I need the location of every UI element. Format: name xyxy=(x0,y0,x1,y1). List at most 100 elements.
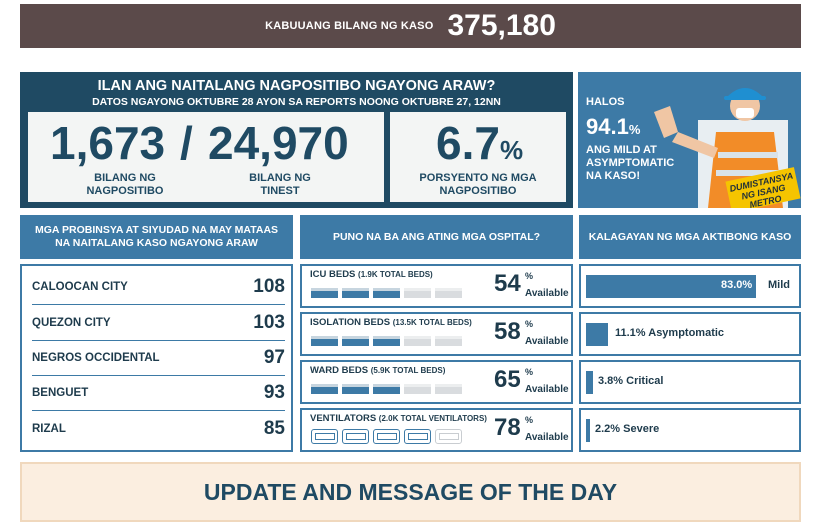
provinces-header: MGA PROBINSYA AT SIYUDAD NA MAY MATAAS N… xyxy=(20,215,293,259)
hospital-label: WARD BEDS (5.9K TOTAL BEDS) xyxy=(310,365,445,376)
tested-label-line2: TINEST xyxy=(260,185,300,197)
total-cases-label: KABUUANG BILANG NG KASO xyxy=(265,20,434,32)
hospital-card-ventilators: VENTILATORS (2.0K TOTAL VENTILATORS) 78 … xyxy=(300,408,573,452)
hospital-percent-sign: % xyxy=(525,319,534,329)
status-text: 11.1% Asymptomatic xyxy=(615,327,724,339)
positivity-rate-label: PORSYENTO NG MGA NAGPOSITIBO xyxy=(408,172,548,198)
provinces-list: CALOOCAN CITY 108 QUEZON CITY 103 NEGROS… xyxy=(20,264,293,452)
tested-label: BILANG NG TINEST xyxy=(240,172,320,198)
list-item: NEGROS OCCIDENTAL 97 xyxy=(32,341,285,376)
status-fill-bar xyxy=(586,419,590,442)
bed-icon xyxy=(342,288,369,298)
today-title: ILAN ANG NAITALANG NAGPOSITIBO NGAYONG A… xyxy=(97,78,496,94)
status-percent: 83.0% xyxy=(721,279,753,291)
status-fill-bar xyxy=(586,323,608,346)
hospital-percent-sign: % xyxy=(525,271,534,281)
bed-icon xyxy=(342,384,369,394)
hospital-available-label: Available xyxy=(525,288,569,299)
positivity-rate-box: 6.7% PORSYENTO NG MGA NAGPOSITIBO xyxy=(390,112,566,202)
hospital-label-sub: (13.5K TOTAL BEDS) xyxy=(392,318,472,327)
bed-icon xyxy=(373,384,400,394)
hospital-label-main: VENTILATORS xyxy=(310,413,377,424)
ventilator-icon xyxy=(342,429,369,444)
bed-icon xyxy=(373,288,400,298)
bed-icon xyxy=(311,384,338,394)
mild-cases-promo: HALOS 94.1% ANG MILD AT ASYMPTOMATIC NA … xyxy=(578,72,801,208)
positives-label-line2: NAGPOSITIBO xyxy=(86,185,164,197)
province-value: 103 xyxy=(253,312,285,333)
province-name: NEGROS OCCIDENTAL xyxy=(32,352,160,364)
list-item: BENGUET 93 xyxy=(32,376,285,411)
status-label: Asymptomatic xyxy=(648,327,725,339)
hospital-label-main: ICU BEDS xyxy=(310,269,356,280)
rate-label-line1: PORSYENTO NG MGA xyxy=(419,172,537,184)
status-text: 2.2% Severe xyxy=(595,423,659,435)
bed-icon xyxy=(342,336,369,346)
promo-halos: HALOS xyxy=(586,96,625,108)
province-value: 93 xyxy=(263,382,285,403)
hospital-label: ISOLATION BEDS (13.5K TOTAL BEDS) xyxy=(310,317,472,328)
case-status-asymptomatic: 11.1% Asymptomatic xyxy=(579,312,801,356)
province-name: QUEZON CITY xyxy=(32,317,111,329)
status-percent: 2.2% xyxy=(595,423,621,435)
bed-icon xyxy=(435,384,462,394)
hospital-label-sub: (1.9K TOTAL BEDS) xyxy=(358,270,433,279)
province-name: BENGUET xyxy=(32,387,89,399)
hospital-available-label: Available xyxy=(525,384,569,395)
message-of-the-day: UPDATE AND MESSAGE OF THE DAY xyxy=(20,462,801,522)
slash-divider: / xyxy=(180,117,193,169)
bed-icon xyxy=(404,288,431,298)
bed-icons xyxy=(311,288,462,298)
province-value: 97 xyxy=(263,347,285,368)
hospital-available-label: Available xyxy=(525,432,569,443)
status-text: 3.8% Critical xyxy=(598,375,663,387)
list-item: RIZAL 85 xyxy=(32,411,285,446)
ventilator-icons xyxy=(311,429,462,444)
case-status-critical: 3.8% Critical xyxy=(579,360,801,404)
hospital-label-main: WARD BEDS xyxy=(310,365,369,376)
hospital-available-label: Available xyxy=(525,336,569,347)
status-label: Mild xyxy=(768,279,790,291)
positives-tested-box: 1,673 / 24,970 BILANG NG NAGPOSITIBO BIL… xyxy=(28,112,384,202)
case-status-severe: 2.2% Severe xyxy=(579,408,801,452)
province-value: 108 xyxy=(253,276,285,297)
hospital-card-ward: WARD BEDS (5.9K TOTAL BEDS) 65 % Availab… xyxy=(300,360,573,404)
promo-percent-sign: % xyxy=(628,122,641,137)
bed-icons xyxy=(311,336,462,346)
case-status-header: KALAGAYAN NG MGA AKTIBONG KASO xyxy=(579,215,801,259)
total-cases-value: 375,180 xyxy=(447,9,556,42)
positives-value: 1,673 xyxy=(50,117,166,169)
hospital-percent: 54 xyxy=(494,270,521,297)
hospital-card-isolation: ISOLATION BEDS (13.5K TOTAL BEDS) 58 % A… xyxy=(300,312,573,356)
positivity-rate-sign: % xyxy=(499,135,524,165)
province-value: 85 xyxy=(263,417,285,439)
status-fill-bar xyxy=(586,371,593,394)
positives-label: BILANG NG NAGPOSITIBO xyxy=(80,172,170,198)
rate-label-line2: NAGPOSITIBO xyxy=(439,185,517,197)
bed-icon xyxy=(311,288,338,298)
status-percent: 11.1% xyxy=(615,327,646,339)
total-cases-banner: KABUUANG BILANG NG KASO 375,180 xyxy=(20,4,801,48)
promo-percent: 94.1% xyxy=(586,114,640,140)
promo-percent-value: 94.1 xyxy=(586,114,629,139)
positivity-rate-value: 6.7 xyxy=(436,117,500,169)
positivity-rate: 6.7% xyxy=(436,116,523,170)
hospital-card-icu: ICU BEDS (1.9K TOTAL BEDS) 54 % Availabl… xyxy=(300,264,573,308)
province-name: CALOOCAN CITY xyxy=(32,281,128,293)
tested-label-line1: BILANG NG xyxy=(249,172,311,184)
province-name: RIZAL xyxy=(32,422,66,435)
hospital-label-main: ISOLATION BEDS xyxy=(310,317,391,328)
list-item: QUEZON CITY 103 xyxy=(32,306,285,341)
hospital-label: VENTILATORS (2.0K TOTAL VENTILATORS) xyxy=(310,413,487,424)
hospital-percent: 78 xyxy=(494,414,521,441)
ventilator-icon xyxy=(435,429,462,444)
message-title: UPDATE AND MESSAGE OF THE DAY xyxy=(203,479,618,505)
status-label: Severe xyxy=(623,423,660,435)
list-item: CALOOCAN CITY 108 xyxy=(32,270,285,305)
ventilator-icon xyxy=(373,429,400,444)
hospitals-header: PUNO NA BA ANG ATING MGA OSPITAL? xyxy=(300,215,573,259)
today-subtitle: DATOS NGAYONG OKTUBRE 28 AYON SA REPORTS… xyxy=(92,96,501,108)
hospital-label: ICU BEDS (1.9K TOTAL BEDS) xyxy=(310,269,433,280)
bed-icon xyxy=(404,336,431,346)
today-panel: ILAN ANG NAITALANG NAGPOSITIBO NGAYONG A… xyxy=(20,72,573,208)
